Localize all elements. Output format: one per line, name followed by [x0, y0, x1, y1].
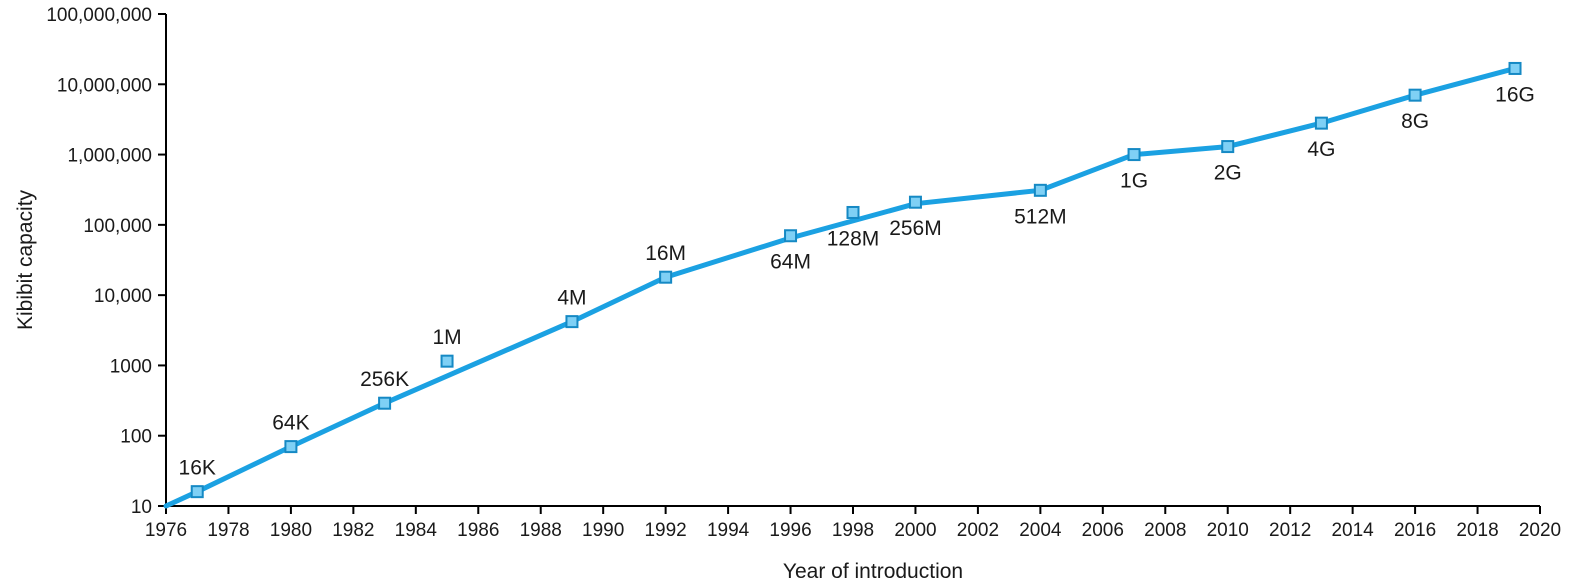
x-tick-label: 2008 — [1144, 520, 1186, 541]
y-tick-label: 1,000,000 — [67, 146, 152, 167]
data-point-marker — [565, 315, 579, 329]
x-tick-label: 2012 — [1269, 520, 1311, 541]
axes — [165, 14, 1540, 507]
x-tick-label: 2004 — [1019, 520, 1062, 541]
data-point-marker — [1314, 116, 1328, 130]
data-point-label: 128M — [827, 227, 880, 250]
x-tick-label: 2000 — [894, 520, 936, 541]
y-tick-label: 100 — [120, 427, 152, 448]
x-tick-label: 2010 — [1207, 520, 1249, 541]
data-point-label: 512M — [1014, 205, 1067, 228]
data-point-marker — [378, 396, 392, 410]
y-axis-ticks: 10 100 1000 10,000 100,000 1,000,000 10,000,00… — [46, 5, 166, 518]
data-point-marker — [659, 270, 673, 284]
y-tick-label: 1000 — [110, 356, 152, 377]
data-point-marker — [908, 195, 922, 209]
y-tick-label: 10 — [131, 497, 152, 518]
x-tick-label: 2016 — [1394, 520, 1436, 541]
x-tick-label: 1994 — [707, 520, 750, 541]
x-tick-label: 1990 — [582, 520, 624, 541]
data-point-marker — [1408, 88, 1422, 102]
data-point-marker — [440, 354, 454, 368]
x-axis-ticks: 1976 1978 1980 1982 1984 1986 1988 1990 1992 1994… — [145, 506, 1561, 541]
x-tick-label: 1998 — [832, 520, 874, 541]
data-point-label: 256K — [360, 368, 409, 391]
data-point-label: 4G — [1307, 138, 1335, 161]
data-point-label: 64M — [770, 251, 811, 274]
data-markers — [190, 61, 1522, 499]
y-axis-title: Kibibit capacity — [14, 189, 37, 330]
x-tick-label: 2020 — [1519, 520, 1561, 541]
data-point-marker — [284, 440, 298, 454]
x-tick-label: 1992 — [644, 520, 686, 541]
x-tick-label: 2006 — [1082, 520, 1124, 541]
x-tick-label: 1982 — [332, 520, 374, 541]
data-labels: 16K 64K 256K 1M 4M 16M 64M 128M 256M 512M 1G 2G 4G 8G… — [179, 83, 1535, 479]
data-point-label: 64K — [272, 412, 309, 435]
x-tick-label: 1976 — [145, 520, 187, 541]
x-tick-label: 1980 — [270, 520, 312, 541]
data-point-label: 8G — [1401, 110, 1429, 133]
x-tick-label: 1996 — [769, 520, 811, 541]
x-tick-label: 1988 — [520, 520, 562, 541]
data-point-marker — [1508, 61, 1522, 75]
data-point-label: 1G — [1120, 170, 1148, 193]
data-point-marker — [1033, 183, 1047, 197]
data-point-label: 2G — [1214, 162, 1242, 185]
y-tick-label: 100,000,000 — [46, 5, 152, 26]
data-point-marker — [1127, 148, 1141, 162]
x-tick-label: 2018 — [1456, 520, 1498, 541]
data-point-label: 16K — [179, 457, 216, 480]
y-tick-label: 100,000 — [83, 216, 152, 237]
data-point-marker — [1221, 140, 1235, 154]
data-point-marker — [190, 485, 204, 499]
data-point-marker — [846, 205, 860, 219]
y-tick-label: 10,000 — [94, 286, 152, 307]
x-tick-label: 1986 — [457, 520, 499, 541]
data-point-label: 16G — [1495, 83, 1535, 106]
data-point-label: 4M — [557, 287, 586, 310]
y-tick-label: 10,000,000 — [57, 75, 152, 96]
data-point-label: 256M — [889, 217, 942, 240]
series-line-dram-capacity — [163, 65, 1518, 509]
x-tick-label: 1978 — [207, 520, 249, 541]
data-point-marker — [784, 229, 798, 243]
x-tick-label: 1984 — [395, 520, 438, 541]
x-tick-label: 2002 — [957, 520, 999, 541]
x-axis-title: Year of introduction — [783, 560, 963, 583]
data-point-label: 16M — [645, 242, 686, 265]
x-tick-label: 2014 — [1331, 520, 1374, 541]
data-point-label: 1M — [432, 326, 461, 349]
